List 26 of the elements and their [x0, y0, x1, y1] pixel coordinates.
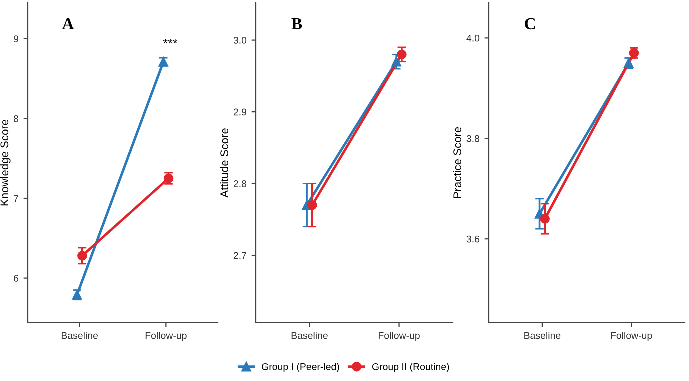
x-tick-label: Baseline [62, 332, 98, 340]
y-tick-label: 3.8 [466, 135, 480, 142]
y-axis-title: Practice Score [453, 127, 462, 198]
text: B [292, 18, 302, 30]
legend-label: Group I (Peer-led) [262, 363, 340, 372]
x-tick-label: Follow-up [611, 332, 652, 342]
legend-label: Group II (Routine) [372, 363, 450, 372]
x-tick-label: Baseline [292, 332, 328, 340]
x-tick-label: Follow-up [146, 332, 187, 342]
annotation: *** [163, 39, 178, 44]
y-tick-label: 2.8 [234, 180, 247, 188]
text: A [62, 18, 74, 30]
y-tick-label: 7 [14, 195, 18, 202]
y-tick-label: 2.9 [234, 108, 247, 116]
y-tick-label: 9 [14, 36, 19, 43]
y-tick-label: 8 [14, 115, 19, 122]
y-tick-label: 3.0 [234, 37, 247, 44]
text: C [525, 18, 536, 30]
y-axis-title: Knowledge Score [0, 120, 11, 206]
y-tick-label: 3.6 [466, 236, 480, 243]
y-tick-label: 2.7 [234, 252, 246, 260]
y-tick-label: 6 [14, 275, 19, 282]
y-axis-title: Attitude Score [220, 128, 228, 198]
x-tick-label: Follow-up [379, 332, 420, 342]
x-tick-label: Baseline [524, 332, 561, 340]
y-tick-label: 4.0 [466, 34, 480, 42]
